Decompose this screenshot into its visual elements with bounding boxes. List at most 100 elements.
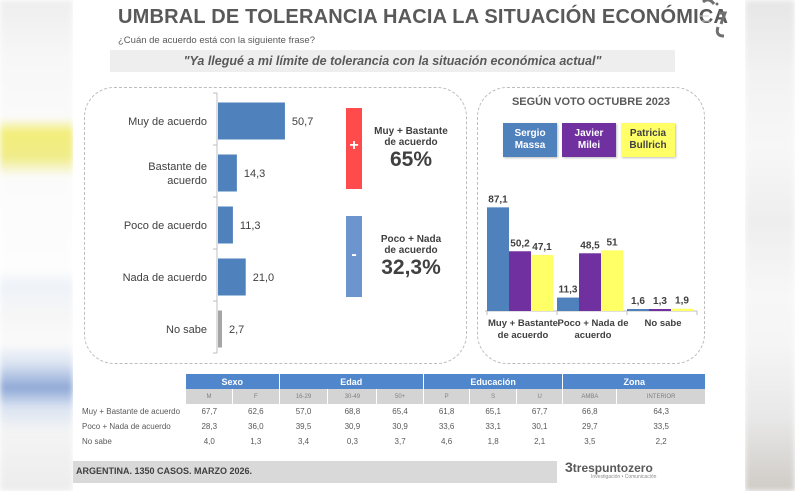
data-label: 48,5 (580, 240, 600, 251)
agreement-bar-chart: 50,7 Muy de acuerdo 14,3 Bastante de acuerdo… (123, 92, 313, 354)
table-cell: 33,6 (438, 422, 455, 431)
category-label: Bastante de (148, 161, 207, 173)
table-cell: 65,4 (392, 407, 408, 416)
category-label: Poco de acuerdo (124, 220, 207, 232)
positive-summary-caption: Muy + Bastante de acuerdo (356, 126, 466, 148)
table-row: No sabe 4,0 1,3 3,4 0,3 3,7 4,6 1,8 2,1 3,5 2,2 (76, 434, 706, 449)
col-header: 50+ (376, 389, 424, 404)
bar-sergio-massa (557, 297, 579, 311)
col-header: S (469, 389, 517, 404)
table-cell: 66,8 (582, 407, 598, 416)
bar (218, 102, 285, 140)
data-label: 11,3 (240, 220, 261, 232)
table-cell: 4,0 (203, 437, 215, 446)
crosstab-group-header: Sexo Edad Educación Zona (76, 374, 706, 389)
table-cell: 67,7 (201, 407, 218, 416)
vote-breakdown-panel (477, 87, 705, 364)
bar (218, 154, 237, 192)
table-cell: 28,3 (201, 422, 218, 431)
table-row: Poco + Nada de acuerdo 28,3 36,0 39,5 30,9 30… (76, 419, 706, 434)
group-header-educacion: Educación (423, 374, 564, 389)
category-label: Muy de acuerdo (128, 116, 207, 128)
data-label: 51 (606, 237, 618, 248)
legend-milei-line1: Javier (574, 128, 604, 139)
table-cell: 62,6 (248, 407, 264, 416)
category-label: de acuerdo (498, 330, 549, 341)
table-cell: 67,7 (531, 407, 548, 416)
brand-three-icon: 3 (565, 459, 573, 475)
crosstab-body: Muy + Bastante de acuerdo 67,7 62,6 57,0 68,… (76, 404, 706, 449)
crosstab-subheader: M F 16-29 30-49 50+ P S U AMBA INTERIOR (76, 389, 706, 404)
quote-banner: "Ya llegué a mi límite de tolerancia con… (110, 50, 675, 72)
data-label: 21,0 (253, 272, 274, 284)
table-cell: 2,1 (534, 437, 546, 446)
bar (218, 206, 233, 244)
category-label: acuerdo (167, 175, 207, 187)
legend-massa-line1: Sergio (514, 128, 546, 139)
negative-summary-bar (346, 216, 362, 297)
page-title: UMBRAL DE TOLERANCIA HACIA LA SITUACIÓN … (118, 6, 729, 28)
legend-massa: Sergio Massa (503, 123, 557, 157)
table-cell: 61,8 (438, 407, 455, 416)
data-label: 50,2 (510, 238, 530, 249)
minus-icon: - (351, 246, 357, 263)
table-cell: 3,4 (297, 437, 310, 446)
col-header: F (232, 389, 280, 404)
table-cell: 30,1 (531, 422, 548, 431)
bar-javier-milei (579, 253, 601, 311)
crosstab-table: Sexo Edad Educación Zona M F 16-29 30-49… (76, 374, 706, 449)
category-label: Muy + Bastante (488, 318, 558, 329)
table-cell: 3,5 (584, 437, 596, 446)
positive-summary-value: 65% (389, 148, 433, 171)
legend-massa-line2: Massa (514, 140, 546, 151)
table-cell: 33,1 (485, 422, 501, 431)
bar-sergio-massa (487, 207, 509, 311)
plus-icon: + (349, 137, 359, 154)
bar (218, 258, 246, 296)
legend-bullrich-line2: Bullrich (629, 140, 667, 151)
distribution-panel (84, 87, 467, 364)
bar-javier-milei (649, 309, 671, 311)
table-cell: 1,3 (250, 437, 262, 446)
brand-wordmark: 3trespuntozero (565, 459, 705, 475)
positive-summary-bar (346, 108, 362, 189)
col-header: 16-29 (279, 389, 329, 404)
slide (73, 0, 745, 491)
category-label: Nada de acuerdo (123, 272, 207, 284)
bar-patricia-bullrich (531, 254, 553, 311)
table-cell: 30,9 (344, 422, 361, 431)
row-label: Muy + Bastante de acuerdo (82, 407, 181, 416)
data-label: 1,6 (631, 296, 645, 307)
question-subtitle: ¿Cuán de acuerdo está con la siguiente f… (118, 35, 315, 46)
col-header: U (516, 389, 564, 404)
row-label: No sabe (82, 437, 112, 446)
table-cell: 39,5 (295, 422, 312, 431)
legend-milei-line2: Milei (577, 140, 601, 151)
brand-footer: 3trespuntozero Investigación • Comunicac… (565, 459, 705, 480)
table-cell: 57,0 (295, 407, 312, 416)
row-label: Poco + Nada de acuerdo (82, 422, 171, 431)
negative-summary-value: 32,3% (381, 256, 441, 279)
bar (218, 310, 222, 348)
blurred-background-right (745, 0, 795, 491)
legend-bullrich-line1: Patricia (629, 128, 667, 139)
bar-javier-milei (509, 251, 531, 311)
crosstab-corner-sub (76, 389, 186, 404)
table-cell: 0,3 (346, 437, 358, 446)
brand-tagline: Investigación • Comunicación (591, 474, 657, 480)
col-header: AMBA (562, 389, 618, 404)
negative-caption-line1: Poco + Nada (380, 234, 442, 245)
bar-patricia-bullrich (671, 308, 693, 311)
footer-band (73, 461, 557, 483)
positive-caption-line2: de acuerdo (384, 137, 438, 148)
data-label: 11,3 (559, 285, 578, 296)
data-label: 1,3 (653, 296, 667, 307)
col-header: INTERIOR (616, 389, 706, 404)
positive-caption-line1: Muy + Bastante (374, 126, 448, 137)
col-header: P (423, 389, 471, 404)
vote-chart-title: SEGÚN VOTO OCTUBRE 2023 (511, 96, 671, 108)
group-header-zona: Zona (562, 374, 706, 389)
category-label: No sabe (645, 318, 682, 329)
table-cell: 4,6 (441, 437, 453, 446)
